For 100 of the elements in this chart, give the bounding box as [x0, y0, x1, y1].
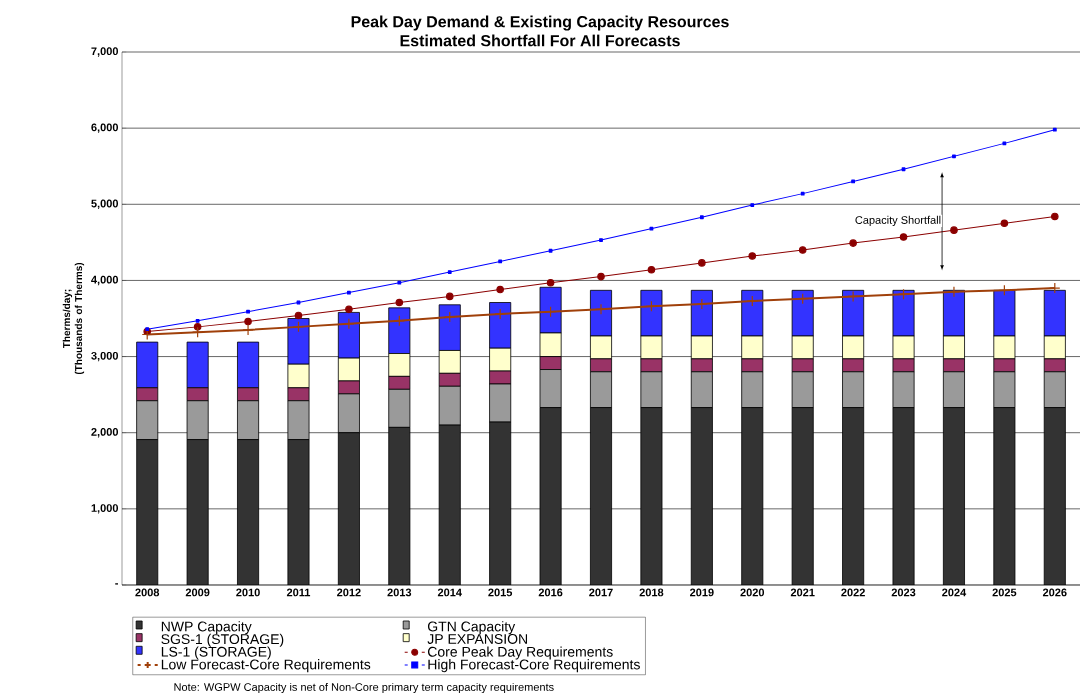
legend-label: LS-1 (STORAGE) — [161, 646, 271, 660]
x-tick-label: 2024 — [942, 588, 967, 597]
bar — [1043, 407, 1066, 585]
bar — [741, 407, 764, 585]
point — [698, 259, 706, 267]
point — [395, 298, 404, 307]
x-tick-label: 2010 — [236, 588, 260, 597]
chart-title: Peak Day Demand & Existing Capacity Resources — [351, 15, 729, 31]
x-tick-label: 2021 — [790, 588, 815, 597]
y-tick-label: 2,000 — [91, 428, 119, 438]
point — [746, 295, 758, 307]
x-tick-label: 2017 — [589, 588, 613, 597]
bar — [690, 407, 713, 585]
point — [347, 290, 351, 295]
bar — [791, 407, 814, 585]
x-tick-label: 2011 — [286, 588, 311, 597]
legend-label: High Forecast-Core Requirements — [428, 659, 640, 673]
bar — [489, 421, 512, 585]
bar — [942, 407, 965, 585]
bar — [388, 426, 411, 585]
point — [899, 233, 908, 241]
point — [599, 238, 603, 242]
legend-label: SGS-1 (STORAGE) — [161, 633, 284, 647]
point — [847, 290, 859, 303]
point — [647, 265, 656, 274]
legend-label: JP EXPANSION — [427, 634, 528, 644]
x-tick-label: 2019 — [689, 588, 714, 597]
y-tick-label: 4,000 — [91, 275, 119, 286]
x-tick-label: 2023 — [891, 588, 916, 597]
text: Note: WGPW Capacity is net of Non-Core primary term capacity requirements — [174, 682, 554, 694]
chart-subtitle: Estimated Shortfall For All Forecasts — [400, 34, 680, 47]
x-tick-label: 2020 — [740, 588, 765, 597]
x-tick-label: 2009 — [185, 588, 210, 597]
point — [952, 154, 956, 159]
point — [950, 226, 958, 234]
y-tick-label: - — [115, 583, 119, 585]
x-tick-label: 2013 — [387, 588, 412, 597]
bar — [539, 407, 562, 585]
point — [242, 324, 254, 336]
x-tick-label: 2026 — [1042, 588, 1067, 597]
point — [246, 309, 250, 314]
bar — [590, 407, 612, 585]
point — [1049, 282, 1061, 294]
x-tick-label: 2018 — [639, 588, 664, 597]
y-axis-title: Therms/day; (Thousands of Therms) — [62, 262, 85, 375]
x-tick-label: 2016 — [538, 588, 563, 597]
point — [345, 305, 353, 314]
annotation: Capacity Shortfall — [855, 215, 941, 227]
y-tick-label: 1,000 — [91, 504, 119, 514]
point — [798, 246, 807, 254]
bar — [993, 407, 1016, 585]
point — [849, 239, 857, 247]
legend-label: Core Peak Day Requirements — [427, 646, 613, 660]
x-tick-label: 2022 — [841, 588, 865, 597]
point — [649, 226, 654, 231]
legend-label: NWP Capacity — [161, 621, 252, 635]
point — [447, 270, 452, 274]
bar — [237, 439, 260, 585]
point — [901, 167, 906, 172]
point — [195, 318, 200, 323]
point — [397, 280, 402, 285]
x-tick-label: 2015 — [488, 588, 513, 597]
bar — [842, 407, 865, 585]
point — [1051, 212, 1059, 221]
point — [998, 284, 1010, 296]
bar — [186, 439, 209, 585]
y-tick-label: 7,000 — [91, 47, 119, 57]
point — [445, 292, 454, 301]
point — [498, 259, 503, 264]
point — [546, 278, 555, 287]
point — [548, 248, 553, 253]
x-tick-label: 2025 — [992, 588, 1017, 597]
point — [1000, 219, 1009, 228]
point — [800, 191, 805, 196]
point — [496, 285, 504, 294]
point — [193, 323, 202, 331]
x-tick-label: 2014 — [437, 588, 462, 597]
point — [1052, 127, 1057, 132]
y-tick-label: 6,000 — [91, 123, 119, 133]
bar — [337, 432, 360, 585]
point — [444, 311, 456, 323]
y-tick-label: 3,000 — [91, 351, 119, 362]
point — [699, 215, 704, 220]
point — [145, 327, 150, 332]
bar — [640, 407, 663, 585]
point — [494, 308, 506, 320]
point — [748, 252, 757, 260]
point — [292, 321, 305, 333]
point — [851, 179, 856, 184]
x-tick-label: 2012 — [337, 588, 361, 597]
legend-label: GTN Capacity — [427, 621, 516, 635]
y-tick-label: 5,000 — [91, 199, 119, 209]
legend-label: Low Forecast-Core Requirements — [161, 659, 371, 673]
x-tick-label: 2008 — [135, 588, 160, 597]
point — [294, 311, 303, 320]
point — [1002, 141, 1007, 146]
bar — [136, 439, 159, 585]
point — [750, 203, 755, 207]
point — [244, 317, 252, 326]
bar — [438, 424, 461, 585]
